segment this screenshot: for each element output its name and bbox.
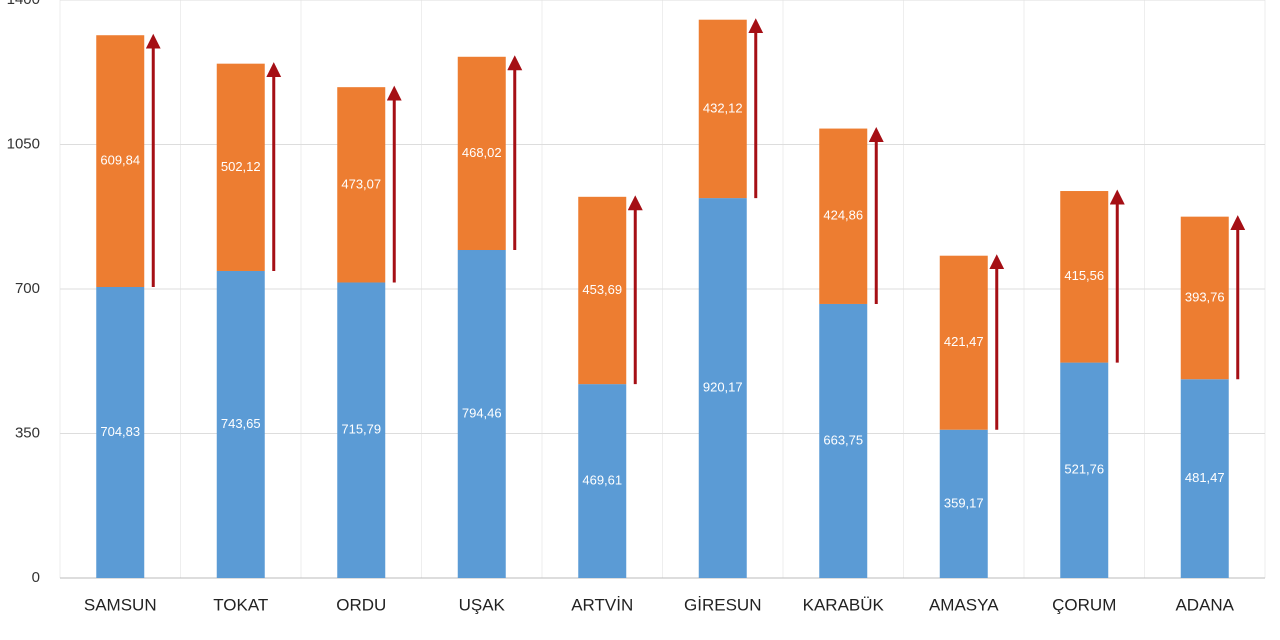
value-label: 715,79 (341, 422, 381, 437)
value-label: 432,12 (703, 100, 743, 115)
value-label: 704,83 (100, 424, 140, 439)
value-label: 794,46 (462, 405, 502, 420)
bar-segment (96, 35, 145, 288)
x-tick-label: ÇORUM (1052, 595, 1116, 614)
y-tick-label: 350 (15, 424, 40, 441)
value-label: 663,75 (823, 432, 863, 447)
bar-segment (457, 56, 506, 251)
x-tick-label: UŞAK (459, 595, 506, 614)
bar-segment (939, 255, 988, 430)
value-label: 920,17 (703, 379, 743, 394)
value-label: 609,84 (100, 153, 140, 168)
value-label: 415,56 (1064, 268, 1104, 283)
x-tick-label: ADANA (1175, 595, 1234, 614)
x-tick-label: KARABÜK (803, 595, 885, 614)
value-label: 453,69 (582, 282, 622, 297)
x-tick-label: ARTVİN (571, 595, 633, 614)
bar-segment (337, 282, 386, 578)
value-label: 469,61 (582, 472, 622, 487)
y-tick-label: 0 (32, 569, 40, 586)
bar-segment (1060, 191, 1109, 363)
bar-segment (216, 63, 265, 271)
value-label: 393,76 (1185, 289, 1225, 304)
bar-segment (939, 429, 988, 578)
bar-segment (1180, 216, 1229, 380)
bar-segment (819, 128, 868, 304)
bar-segment (698, 19, 747, 199)
value-label: 424,86 (823, 208, 863, 223)
bar-segment (578, 384, 627, 578)
value-label: 421,47 (944, 334, 984, 349)
bar-segment (337, 87, 386, 283)
value-label: 468,02 (462, 145, 502, 160)
bar-segment (1060, 362, 1109, 578)
value-label: 743,65 (221, 416, 261, 431)
value-label: 521,76 (1064, 462, 1104, 477)
bar-segment (216, 270, 265, 578)
x-tick-label: AMASYA (929, 595, 999, 614)
value-label: 359,17 (944, 495, 984, 510)
x-tick-label: SAMSUN (84, 595, 157, 614)
y-tick-label: 1400 (7, 0, 40, 8)
value-label: 502,12 (221, 159, 261, 174)
bar-segment (819, 303, 868, 578)
y-tick-label: 700 (15, 280, 40, 297)
value-label: 473,07 (341, 176, 381, 191)
bar-segment (96, 287, 145, 578)
x-tick-label: ORDU (336, 595, 386, 614)
value-label: 481,47 (1185, 470, 1225, 485)
bar-segment (698, 198, 747, 578)
bar-segment (457, 250, 506, 578)
bar-segment (1180, 379, 1229, 578)
x-tick-label: TOKAT (213, 595, 268, 614)
y-tick-label: 1050 (7, 135, 40, 152)
x-tick-label: GİRESUN (684, 595, 761, 614)
bar-segment (578, 196, 627, 385)
